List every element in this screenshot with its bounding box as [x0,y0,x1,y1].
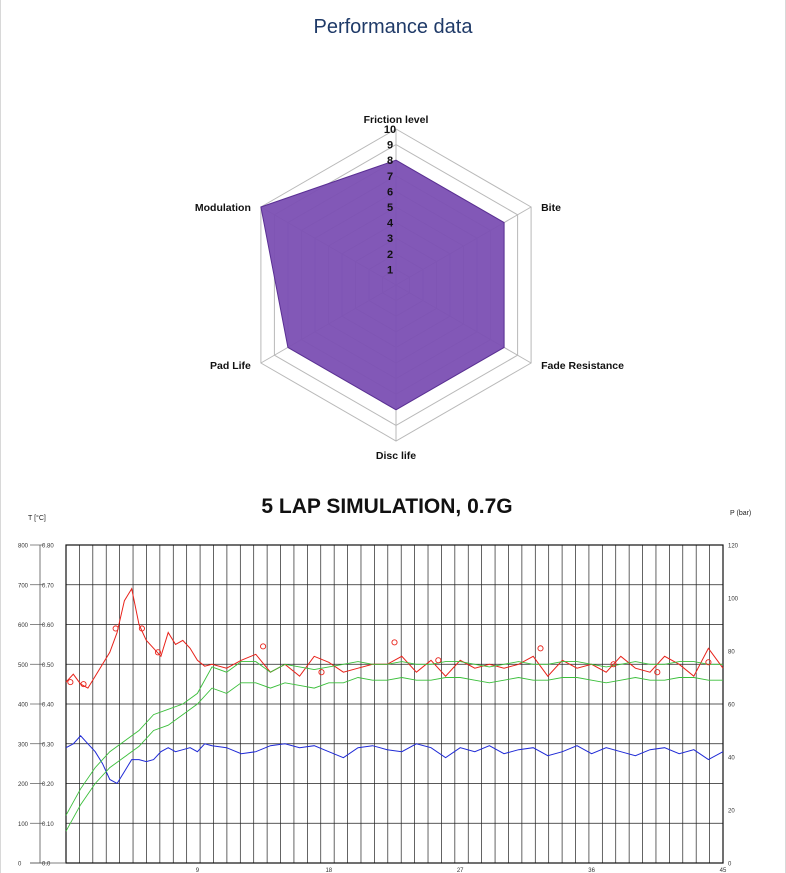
y-left-tick-label: 800 [18,544,29,550]
chart-title: 5 LAP SIMULATION, 0.7G [261,495,512,518]
y-left-tick-label: 100 [18,822,29,828]
temperature-marker [318,669,325,676]
temperature-marker [654,669,661,676]
chart-markers [67,625,712,688]
temperature-marker [67,679,74,686]
y-mu-tick-label: 0.30 [42,742,54,748]
y-left-tick-label: 200 [18,782,29,788]
radar-category-label: Fade Resistance [541,360,624,372]
temperature-marker [138,625,145,632]
y-left-tick-label: 700 [18,583,29,589]
y-left-tick-label: 400 [18,703,29,709]
temperature-marker [435,657,442,664]
radar-category-label: Disc life [376,450,416,460]
y-mu-tick-label: 0.70 [42,583,54,589]
temperature-marker [391,639,398,646]
radar-tick-label: 4 [387,218,394,230]
y-mu-tick-label: 0.60 [42,623,54,629]
series-line-4 [65,677,723,832]
y-mu-tick-label: 0.80 [42,544,54,550]
x-tick-label: 45 [720,868,727,873]
temperature-marker [610,661,617,668]
y-mu-tick-label: 0.40 [42,703,54,709]
y-right-tick-label: 80 [728,650,735,656]
temperature-marker [112,625,119,632]
radar-tick-label: 1 [387,264,393,276]
radar-category-label: Pad Life [210,360,251,372]
temperature-marker [154,649,162,656]
radar-area [260,159,505,411]
plot-border [65,544,724,864]
radar-tick-label: 7 [387,171,393,183]
y-right-tick-label: 120 [728,544,739,550]
y-left-tick-label: 0 [18,862,22,868]
frame-left-border [0,0,1,873]
radar-tick-label: 10 [384,124,396,136]
radar-tick-label: 2 [387,249,393,261]
chart-grid [65,544,724,864]
radar-tick-label: 3 [387,233,393,245]
radar-tick-label: 9 [387,140,393,152]
y-mu-tick-label: 0.20 [42,782,54,788]
y-right-tick-label: 20 [728,809,735,815]
temperature-marker [80,681,87,688]
temperature-marker [705,659,712,666]
y-mu-tick-label: 0.50 [42,663,54,669]
page-title: Performance data [313,16,473,38]
y-left-tick-label: 300 [18,742,29,748]
radar-category-label: Modulation [195,202,251,214]
radar-chart: 1 2 3 4 5 6 7 8 9 10 Friction level Bite Fade Resis… [195,114,624,460]
y-right-tick-label: 100 [728,597,739,603]
radar-category-label: Friction level [364,114,429,126]
radar-category-labels: Friction level Bite Fade Resistance Disc li… [195,114,624,460]
y-right-tick-label: 0 [728,862,732,868]
x-tick-label: 9 [196,868,200,873]
radar-tick-labels: 1 2 3 4 5 6 7 8 9 10 [384,124,396,276]
x-tick-label: 27 [457,868,464,873]
temperature-marker [260,643,267,650]
series-line-2 [65,735,724,785]
chart-series [65,587,724,832]
y-right-tick-label: 40 [728,756,735,762]
radar-tick-label: 6 [387,186,393,198]
y-axis-left-label: T [°C] [28,514,46,522]
temperature-marker [537,645,544,652]
y-right-tick-label: 60 [728,703,735,709]
series-line-1 [65,587,724,689]
radar-category-label: Bite [541,202,561,214]
y-mu-tick-label: 0.0 [42,862,51,868]
radar-tick-label: 8 [387,155,393,167]
radar-tick-label: 5 [387,202,393,214]
y-left-tick-label: 500 [18,663,29,669]
y-axis-right-label: P (bar) [730,510,751,517]
x-tick-label: 18 [325,868,332,873]
lap-simulation-chart: 5 LAP SIMULATION, 0.7G T [°C] P (bar) 0 0… [18,495,751,873]
series-line-3 [65,661,723,816]
y-mu-tick-label: 0.10 [42,822,54,828]
x-tick-label: 36 [588,868,595,873]
y-left-tick-label: 600 [18,623,29,629]
